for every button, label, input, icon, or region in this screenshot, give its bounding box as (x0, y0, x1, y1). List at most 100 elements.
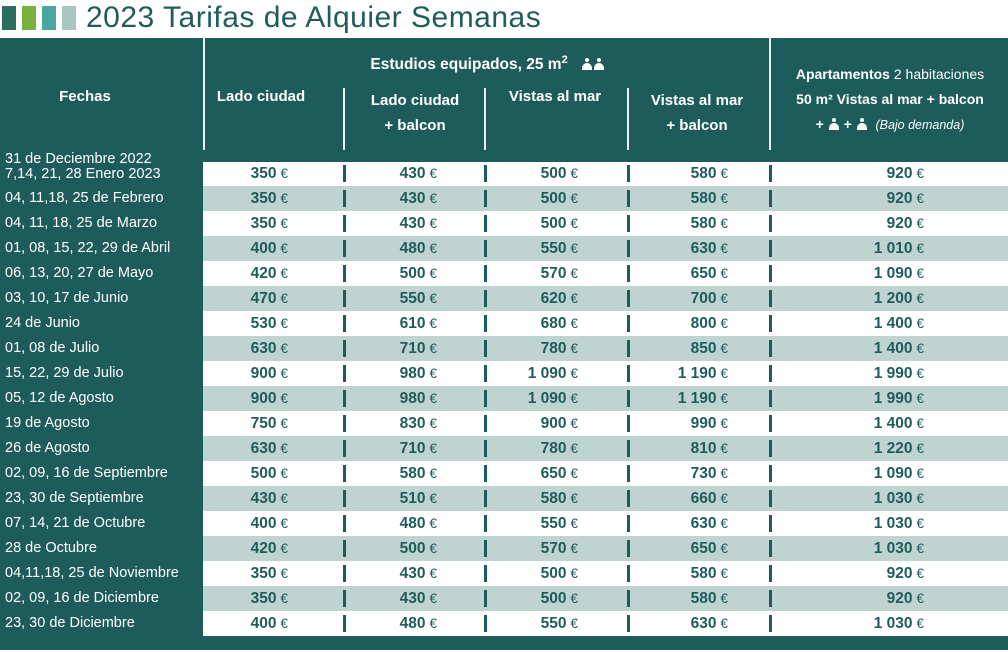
currency-symbol: € (280, 191, 288, 206)
currency-symbol: € (570, 341, 578, 356)
row-cells: 350 €430 €500 €580 €920 € (203, 186, 1008, 211)
row-date-line: 19 de Agosto (5, 415, 90, 431)
price-value: 610 (399, 315, 426, 332)
column-separator (484, 365, 487, 382)
column-separator (343, 465, 346, 482)
currency-symbol: € (570, 466, 578, 481)
header-divider (484, 88, 486, 150)
price-cell: 1 010 € (769, 236, 924, 261)
row-date: 01, 08, 15, 22, 29 de Abril (0, 236, 203, 261)
currency-symbol: € (429, 216, 437, 231)
header-apt-light: 2 habitaciones (889, 66, 985, 82)
table-row: 03, 10, 17 de Junio 470 €550 €620 €700 €1 200… (0, 286, 1008, 311)
column-separator (769, 290, 772, 307)
currency-symbol: € (720, 516, 728, 531)
row-cells: 500 €580 €650 €730 €1 090 € (203, 461, 1008, 486)
column-separator (484, 390, 487, 407)
currency-symbol: € (916, 366, 924, 381)
price-cell: 1 030 € (769, 536, 924, 561)
price-cell: 400 € (203, 511, 288, 536)
column-separator (484, 515, 487, 532)
price-cell: 1 990 € (769, 361, 924, 386)
currency-symbol: € (280, 466, 288, 481)
row-cells: 750 €830 €900 €990 €1 400 € (203, 411, 1008, 436)
column-separator (769, 515, 772, 532)
currency-symbol: € (570, 541, 578, 556)
column-separator (627, 615, 630, 632)
row-date-line: 28 de Octubre (5, 540, 97, 556)
price-cell: 550 € (485, 611, 578, 636)
column-separator (484, 190, 487, 207)
row-date: 28 de Octubre (0, 536, 203, 561)
header-vistas-mar-balcon: Vistas al mar + balcon (627, 88, 767, 138)
price-value: 550 (540, 240, 567, 257)
currency-symbol: € (916, 391, 924, 406)
currency-symbol: € (916, 566, 924, 581)
currency-symbol: € (720, 266, 728, 281)
price-value: 580 (690, 215, 717, 232)
row-date: 05, 12 de Agosto (0, 386, 203, 411)
row-date: 24 de Junio (0, 311, 203, 336)
price-cell: 530 € (203, 311, 288, 336)
currency-symbol: € (570, 566, 578, 581)
row-date-line: 05, 12 de Agosto (5, 390, 114, 406)
price-cell: 620 € (485, 286, 578, 311)
currency-symbol: € (916, 491, 924, 506)
person-icon (828, 118, 839, 130)
currency-symbol: € (429, 291, 437, 306)
price-value: 1 090 (527, 390, 567, 407)
price-value: 580 (399, 465, 426, 482)
price-cell: 580 € (627, 162, 728, 186)
currency-symbol: € (570, 591, 578, 606)
column-separator (627, 440, 630, 457)
column-separator (484, 540, 487, 557)
header-line: + balcon (666, 117, 728, 134)
row-date: 06, 13, 20, 27 de Mayo (0, 261, 203, 286)
header-divider (769, 38, 771, 150)
row-date-line: 15, 22, 29 de Julio (5, 365, 124, 381)
column-separator (627, 415, 630, 432)
price-value: 1 030 (873, 490, 913, 507)
table-row: 01, 08 de Julio 630 €710 €780 €850 €1 400 € (0, 336, 1008, 361)
table-row: 31 de Deciembre 2022 7,14, 21, 28 Enero 2… (0, 150, 1008, 186)
price-cell: 580 € (627, 186, 728, 211)
column-separator (343, 315, 346, 332)
logo-square-icon (42, 6, 56, 30)
column-separator (627, 540, 630, 557)
price-cell: 650 € (627, 536, 728, 561)
price-value: 1 220 (873, 440, 913, 457)
currency-symbol: € (280, 216, 288, 231)
price-value: 710 (399, 440, 426, 457)
column-separator (343, 165, 346, 182)
column-separator (769, 240, 772, 257)
currency-symbol: € (916, 241, 924, 256)
currency-symbol: € (429, 391, 437, 406)
price-value: 650 (690, 265, 717, 282)
price-cell: 900 € (485, 411, 578, 436)
table-row: 01, 08, 15, 22, 29 de Abril 400 €480 €550 €6… (0, 236, 1008, 261)
price-cell: 710 € (345, 436, 437, 461)
price-cell: 1 030 € (769, 486, 924, 511)
price-value: 570 (540, 540, 567, 557)
currency-symbol: € (280, 616, 288, 631)
price-cell: 800 € (627, 311, 728, 336)
price-value: 580 (690, 565, 717, 582)
price-cell: 430 € (203, 486, 288, 511)
column-separator (769, 340, 772, 357)
column-separator (627, 465, 630, 482)
column-separator (343, 365, 346, 382)
currency-symbol: € (916, 316, 924, 331)
price-cell: 1 200 € (769, 286, 924, 311)
price-value: 470 (250, 290, 277, 307)
price-cell: 500 € (345, 536, 437, 561)
price-value: 1 200 (873, 290, 913, 307)
header-line: Lado ciudad (370, 92, 460, 109)
price-cell: 850 € (627, 336, 728, 361)
price-value: 550 (540, 515, 567, 532)
row-cells: 470 €550 €620 €700 €1 200 € (203, 286, 1008, 311)
price-cell: 920 € (769, 561, 924, 586)
price-value: 500 (540, 165, 567, 182)
currency-symbol: € (429, 441, 437, 456)
table-row: 06, 13, 20, 27 de Mayo 420 €500 €570 €650 €1 … (0, 261, 1008, 286)
column-separator (484, 265, 487, 282)
